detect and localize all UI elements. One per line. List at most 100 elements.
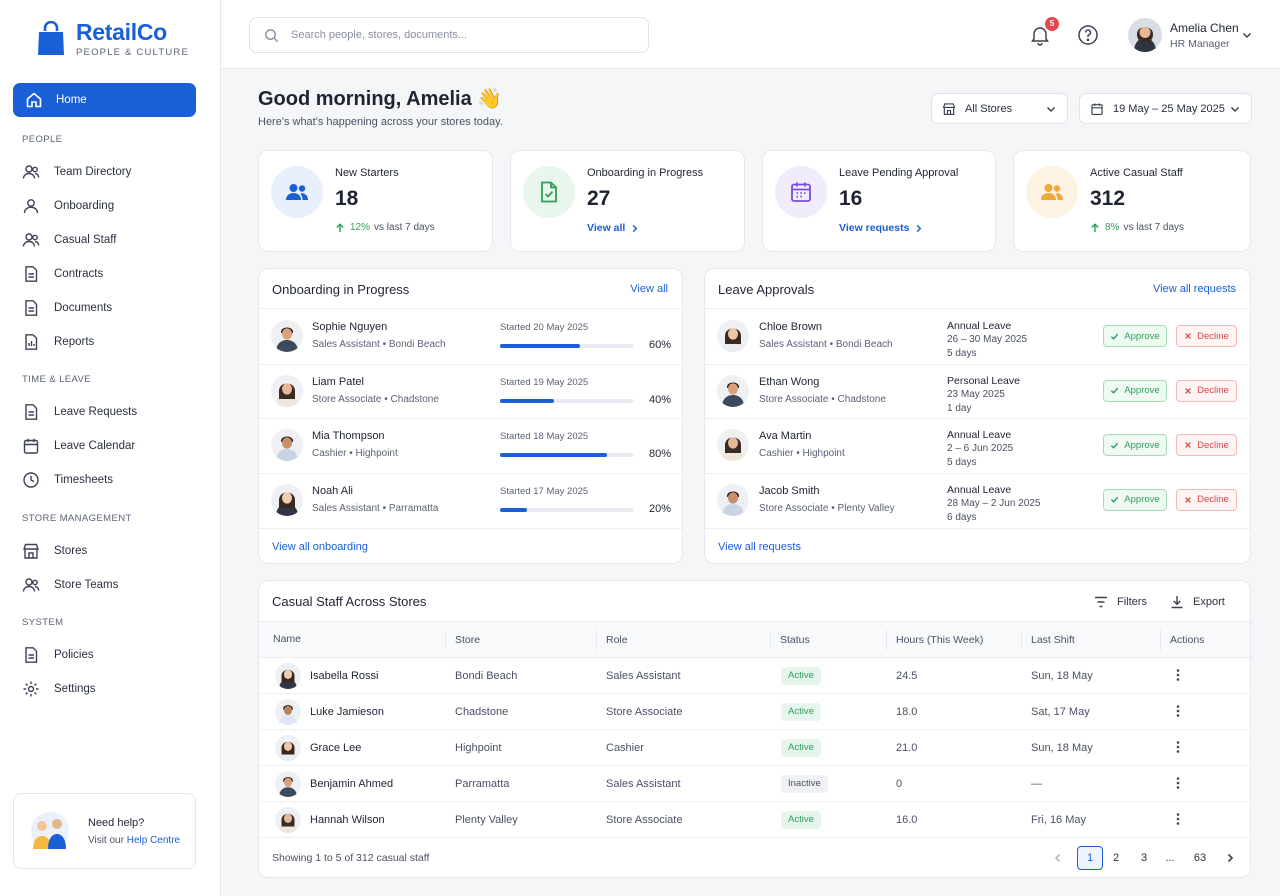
row-actions-menu[interactable] [1173, 776, 1183, 790]
column-header-store[interactable]: Store [455, 634, 481, 646]
stat-view-all-link[interactable]: View all [587, 222, 639, 234]
date-range-select[interactable]: 19 May – 25 May 2025 [1079, 93, 1252, 124]
table-row[interactable]: Isabella Rossi Bondi Beach Sales Assistant… [259, 658, 1250, 694]
check-icon [1111, 387, 1119, 394]
search-input[interactable]: Search people, stores, documents... [249, 17, 649, 53]
onboarding-row[interactable]: Noah Ali Sales Assistant • Parramatta Star… [259, 472, 682, 527]
brand[interactable]: RetailCo PEOPLE & CULTURE [36, 20, 189, 58]
view-all-onboarding-link[interactable]: View all onboarding [272, 541, 368, 553]
sidebar-item-leave-calendar[interactable]: Leave Calendar [22, 433, 197, 459]
approve-button[interactable]: Approve [1103, 379, 1167, 402]
person-name: Ethan Wong [759, 375, 820, 388]
pagination-prev-button[interactable] [1046, 846, 1070, 870]
filters-button[interactable]: Filters [1094, 595, 1147, 609]
sidebar-item-team-directory[interactable]: Team Directory [22, 159, 197, 185]
row-actions-menu[interactable] [1173, 740, 1183, 754]
sidebar-item-contracts[interactable]: Contracts [22, 261, 197, 287]
stat-view-requests-link[interactable]: View requests [839, 222, 923, 234]
notification-bell-icon[interactable] [1029, 24, 1051, 46]
row-actions-menu[interactable] [1173, 668, 1183, 682]
approve-button[interactable]: Approve [1103, 488, 1167, 511]
column-header-hours[interactable]: Hours (This Week) [896, 634, 984, 646]
sidebar-item-label: Documents [54, 302, 113, 314]
check-icon [1111, 496, 1119, 503]
person-name: Sophie Nguyen [312, 321, 388, 333]
sidebar-item-reports[interactable]: Reports [22, 329, 197, 355]
person-role: Sales Assistant • Parramatta [312, 502, 439, 514]
onboarding-view-all-link[interactable]: View all [630, 283, 668, 295]
sidebar-item-store-teams[interactable]: Store Teams [22, 572, 197, 598]
table-row[interactable]: Benjamin Ahmed Parramatta Sales Assistant 0… [259, 766, 1250, 802]
onboarding-row[interactable]: Sophie Nguyen Sales Assistant • Bondi Bea… [259, 309, 682, 363]
person-name: Jacob Smith [759, 484, 820, 497]
sidebar-item-settings[interactable]: Settings [22, 676, 197, 702]
help-centre-link[interactable]: Help Centre [126, 834, 181, 846]
approve-label: Approve [1124, 439, 1160, 451]
sidebar-item-onboarding[interactable]: Onboarding [22, 193, 197, 219]
filter-icon [1095, 596, 1107, 608]
pagination-page-1[interactable]: 1 [1077, 846, 1103, 870]
sidebar-item-documents[interactable]: Documents [22, 295, 197, 321]
decline-button[interactable]: Decline [1176, 379, 1237, 402]
person-role: Store Associate • Chadstone [312, 393, 439, 405]
divider [259, 528, 682, 529]
avatar [717, 320, 749, 352]
user-avatar[interactable] [1128, 18, 1162, 52]
leave-request-row: Jacob Smith Store Associate • Plenty Vall… [705, 472, 1250, 527]
avatar [275, 699, 301, 725]
view-all-leave-requests-link[interactable]: View all requests [718, 541, 801, 553]
decline-button[interactable]: Decline [1176, 325, 1237, 347]
approve-button[interactable]: Approve [1103, 325, 1167, 347]
onboarding-row[interactable]: Liam Patel Store Associate • Chadstone Sta… [259, 363, 682, 418]
users-icon [1026, 166, 1078, 218]
table-row[interactable]: Hannah Wilson Plenty Valley Store Associat… [259, 802, 1250, 838]
close-icon [1185, 496, 1192, 503]
person-name: Liam Patel [312, 375, 364, 388]
table-row[interactable]: Grace Lee Highpoint Cashier 21.0 Sun, 18 May… [259, 730, 1250, 766]
person-role: Cashier • Highpoint [312, 448, 398, 459]
store-filter-select[interactable]: All Stores [931, 93, 1068, 124]
column-header-role[interactable]: Role [606, 634, 628, 646]
pagination-page-3[interactable]: 3 [1140, 852, 1148, 864]
sidebar-item-leave-requests[interactable]: Leave Requests [22, 399, 197, 425]
sidebar-item-home[interactable]: Home [13, 83, 196, 117]
cell-store: Bondi Beach [455, 670, 518, 682]
sidebar-item-timesheets[interactable]: Timesheets [22, 467, 197, 493]
sidebar-item-label: Home [56, 94, 87, 106]
divider [259, 363, 682, 365]
sidebar-item-stores[interactable]: Stores [22, 538, 197, 564]
help-question-icon[interactable] [1077, 24, 1099, 46]
stat-label: Active Casual Staff [1090, 167, 1183, 179]
export-button[interactable]: Export [1170, 595, 1225, 609]
decline-label: Decline [1197, 385, 1229, 396]
start-date: Started 17 May 2025 [500, 485, 589, 497]
store-icon [942, 102, 956, 115]
sidebar-item-casual-staff[interactable]: Casual Staff [22, 227, 197, 253]
approve-button[interactable]: Approve [1103, 434, 1167, 456]
cell-hours: 24.5 [896, 670, 918, 682]
cell-last-shift: Fri, 16 May [1031, 814, 1087, 826]
table-row[interactable]: Luke Jamieson Chadstone Store Associate 18.… [259, 694, 1250, 730]
row-actions-menu[interactable] [1173, 704, 1183, 718]
column-header-name[interactable]: Name [273, 633, 302, 645]
notification-count-badge: 5 [1045, 17, 1059, 31]
close-icon [1185, 442, 1192, 448]
close-icon [1185, 387, 1192, 394]
sidebar-item-policies[interactable]: Policies [22, 642, 197, 668]
column-header-status[interactable]: Status [780, 634, 810, 646]
chevron-down-icon[interactable] [1241, 29, 1253, 41]
onboarding-row[interactable]: Mia Thompson Cashier • Highpoint Started 1… [259, 418, 682, 472]
progress-percent: 20% [649, 502, 672, 515]
column-header-last-shift[interactable]: Last Shift [1031, 634, 1075, 646]
decline-button[interactable]: Decline [1176, 488, 1237, 511]
users-icon [271, 166, 323, 218]
progress-percent: 80% [649, 448, 672, 460]
arrow-up-icon [336, 222, 344, 232]
pagination-page-63[interactable]: 63 [1193, 852, 1207, 864]
decline-button[interactable]: Decline [1176, 434, 1237, 456]
row-actions-menu[interactable] [1173, 812, 1183, 826]
leave-view-all-requests-link[interactable]: View all requests [1153, 283, 1236, 295]
pagination-page-2[interactable]: 2 [1112, 852, 1120, 864]
progress-bar-fill [500, 453, 608, 457]
pagination-next-button[interactable] [1218, 846, 1242, 870]
